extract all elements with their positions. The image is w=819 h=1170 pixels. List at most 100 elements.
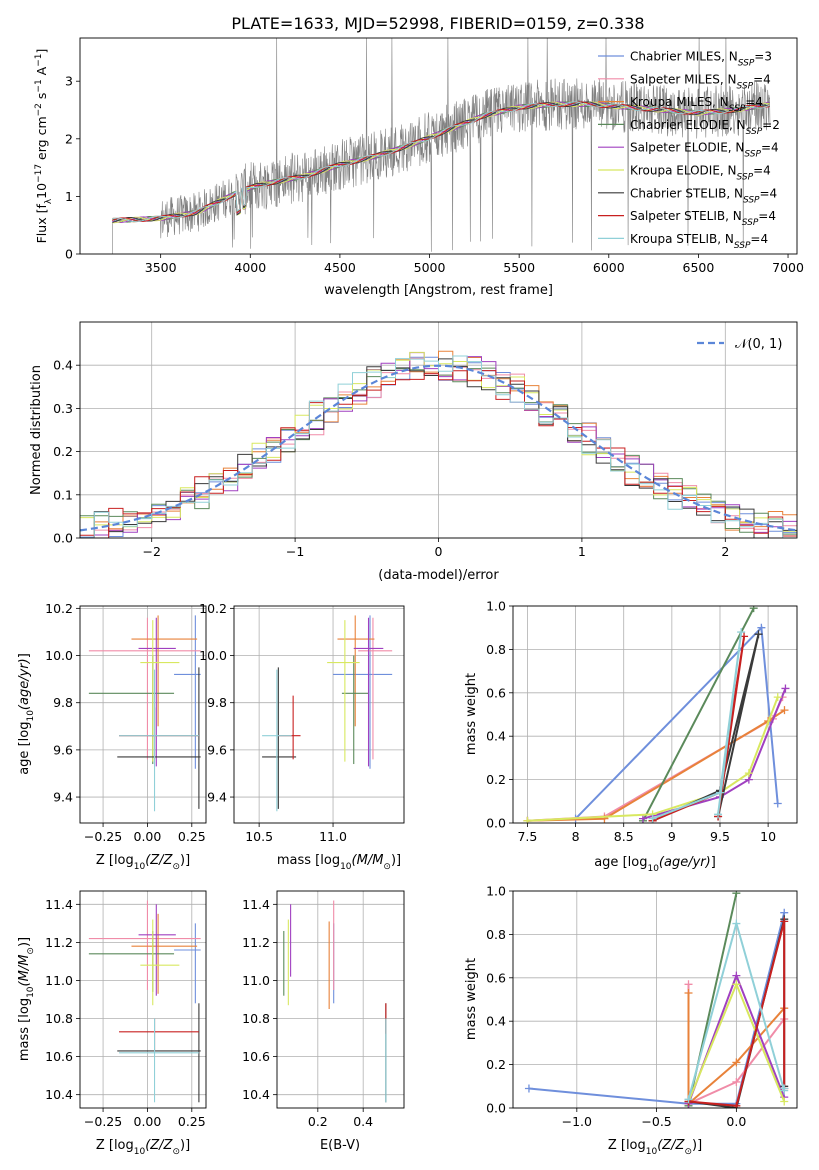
x-tick-label: 3500 <box>145 260 177 275</box>
x-tick-label: 0.00 <box>134 829 162 844</box>
x-tick-label: 10 <box>760 829 776 844</box>
mass-weight-marker-salpeter_elodie <box>781 684 790 693</box>
y-tick-label: 10.2 <box>199 601 227 616</box>
y-tick-label: 1.0 <box>486 884 506 899</box>
y-tick-label: 9.4 <box>207 790 227 805</box>
x-tick-label: 4000 <box>234 260 266 275</box>
mass-weight-marker-kroupa_miles <box>732 1058 741 1067</box>
mass-weight-marker-salpeter_elodie <box>638 814 647 823</box>
axes-frame <box>512 890 798 1109</box>
mass-weight-marker-chabrier_elodie <box>732 891 741 898</box>
x-tick-label: 9 <box>668 829 676 844</box>
plot-area-mass_vs_z <box>88 900 201 1103</box>
mass-weight-marker-kroupa_miles <box>780 706 789 715</box>
y-tick-label: 10.6 <box>45 1049 73 1064</box>
plot-area-mass_weight_vs_z <box>524 891 789 1108</box>
axes-frame <box>79 37 798 255</box>
x-tick-label: 0.4 <box>353 1114 373 1129</box>
x-tick-label: 5000 <box>414 260 446 275</box>
y-tick-label: 0.3 <box>53 401 73 416</box>
x-axis-label: Z [log10(Z/Z⊙)] <box>608 1138 702 1157</box>
y-tick-label: 10.8 <box>45 1011 73 1026</box>
x-axis-label: mass [log10(M/M⊙)] <box>277 853 401 872</box>
axes-mass_vs_ebv: 0.2 0.4 10.4 10.6 10.8 11.0 11.2 11.4 E(B-V) <box>242 890 405 1153</box>
x-tick-label: 6500 <box>683 260 715 275</box>
legend-label-salpeter_miles: Salpeter MILES, NSSP=4 <box>630 72 771 91</box>
x-tick-label: 4500 <box>324 260 356 275</box>
axes-frame <box>79 605 207 824</box>
y-tick-label: 9.8 <box>53 695 73 710</box>
x-axis-label: (data-model)/error <box>378 568 499 583</box>
axes-mass_weight_vs_z: −1.0 −0.5 0.0 0.0 0.2 0.4 0.6 0.8 1.0 Z [log10(Z/… <box>464 884 798 1157</box>
mass-weight-marker-kroupa_elodie <box>780 1097 789 1106</box>
y-axis-label: Normed distribution <box>29 365 44 495</box>
y-tick-label: 0.2 <box>486 1057 506 1072</box>
y-tick-label: 10.0 <box>45 648 73 663</box>
axes-frame <box>233 605 405 824</box>
y-tick-label: 11.0 <box>45 973 73 988</box>
mass-weight-marker-kroupa_stelib <box>648 814 657 823</box>
y-tick-label: 0.6 <box>486 685 506 700</box>
x-tick-label: 1 <box>578 544 586 559</box>
mass-weight-marker-salpeter_stelib <box>780 917 789 926</box>
x-tick-label: −0.5 <box>641 1114 671 1129</box>
x-tick-label: 5500 <box>503 260 535 275</box>
y-tick-label: 0.1 <box>53 487 73 502</box>
mass-weight-line-kroupa_stelib <box>652 631 743 820</box>
model-spectrum-chabrier_stelib <box>112 101 770 223</box>
x-tick-label: −0.25 <box>84 829 122 844</box>
y-axis-label: age [log10(age/yr)] <box>17 653 36 775</box>
plot-layer: 3500 4000 4500 5000 5500 6000 6500 7000 0 1 2 3 wave… <box>17 37 804 1157</box>
x-tick-label: 8.5 <box>614 829 634 844</box>
axes-mass_vs_z: −0.25 0.00 0.25 10.4 10.6 10.8 11.0 11.2 11.4 Z [… <box>17 890 207 1157</box>
mass-weight-marker-kroupa_stelib <box>684 1095 693 1104</box>
y-tick-label: 2 <box>65 131 73 146</box>
legend-label-kroupa_stelib: Kroupa STELIB, NSSP=4 <box>630 232 768 251</box>
spectrum-legend: Chabrier MILES, NSSP=3 Salpeter MILES, NS… <box>598 50 780 251</box>
y-tick-label: 0.8 <box>486 927 506 942</box>
x-tick-label: 9.5 <box>710 829 730 844</box>
legend-label-salpeter_elodie: Salpeter ELODIE, NSSP=4 <box>630 141 779 160</box>
x-tick-label: 2 <box>721 544 729 559</box>
x-tick-label: 0.25 <box>178 829 206 844</box>
mass-weight-marker-kroupa_elodie <box>773 693 782 702</box>
axes-frame <box>79 890 207 1109</box>
y-axis-label: mass [log10(M/M⊙)] <box>17 937 36 1061</box>
y-tick-label: 0.0 <box>486 1101 506 1116</box>
y-tick-label: 1 <box>65 189 73 204</box>
y-axis-label: mass weight <box>464 673 479 755</box>
x-tick-label: 10.5 <box>245 829 273 844</box>
y-tick-label: 3 <box>65 74 73 89</box>
mass-weight-marker-salpeter_miles <box>684 980 693 989</box>
y-tick-label: 9.4 <box>53 790 73 805</box>
x-tick-label: −0.25 <box>84 1114 122 1129</box>
axes-residuals: −2 −1 0 1 2 0.0 0.1 0.2 0.3 0.4 (data-model)/error… <box>29 321 798 583</box>
x-axis-label: wavelength [Angstrom, rest frame] <box>324 283 553 298</box>
mass-weight-marker-salpeter_stelib <box>732 1101 741 1108</box>
model-spectrum-kroupa_stelib <box>112 101 770 223</box>
axes-age_vs_z: −0.25 0.00 0.25 9.4 9.6 9.8 10.0 10.2 Z [log10(Z… <box>17 601 207 872</box>
mass-weight-marker-salpeter_miles <box>732 1077 741 1086</box>
plot-area-age_vs_mass <box>262 615 393 812</box>
y-tick-label: 11.4 <box>242 897 270 912</box>
x-tick-label: 0 <box>435 544 443 559</box>
y-tick-label: 10.6 <box>242 1049 270 1064</box>
mass-weight-marker-chabrier_stelib <box>754 630 763 639</box>
plot-area-mass_weight_vs_age <box>523 606 790 823</box>
mass-weight-marker-kroupa_stelib <box>732 919 741 928</box>
y-tick-label: 9.6 <box>53 742 73 757</box>
y-tick-label: 0.0 <box>486 816 506 831</box>
x-tick-label: −2 <box>142 544 160 559</box>
x-tick-label: 7.5 <box>517 829 537 844</box>
mass-weight-marker-chabrier_miles <box>524 1084 533 1093</box>
y-tick-label: 11.2 <box>242 935 270 950</box>
mass-weight-marker-kroupa_elodie <box>744 769 753 778</box>
mass-weight-marker-kroupa_miles <box>684 988 693 997</box>
x-axis-label: E(B-V) <box>320 1138 360 1153</box>
legend-label-chabrier_elodie: Chabrier ELODIE, NSSP=2 <box>630 118 780 137</box>
histogram-step-salpeter_stelib <box>80 370 797 538</box>
x-tick-label: 11.0 <box>319 829 347 844</box>
y-tick-label: 11.4 <box>45 897 73 912</box>
plot-area-residuals <box>80 350 797 538</box>
mass-weight-marker-kroupa_stelib <box>737 628 746 637</box>
